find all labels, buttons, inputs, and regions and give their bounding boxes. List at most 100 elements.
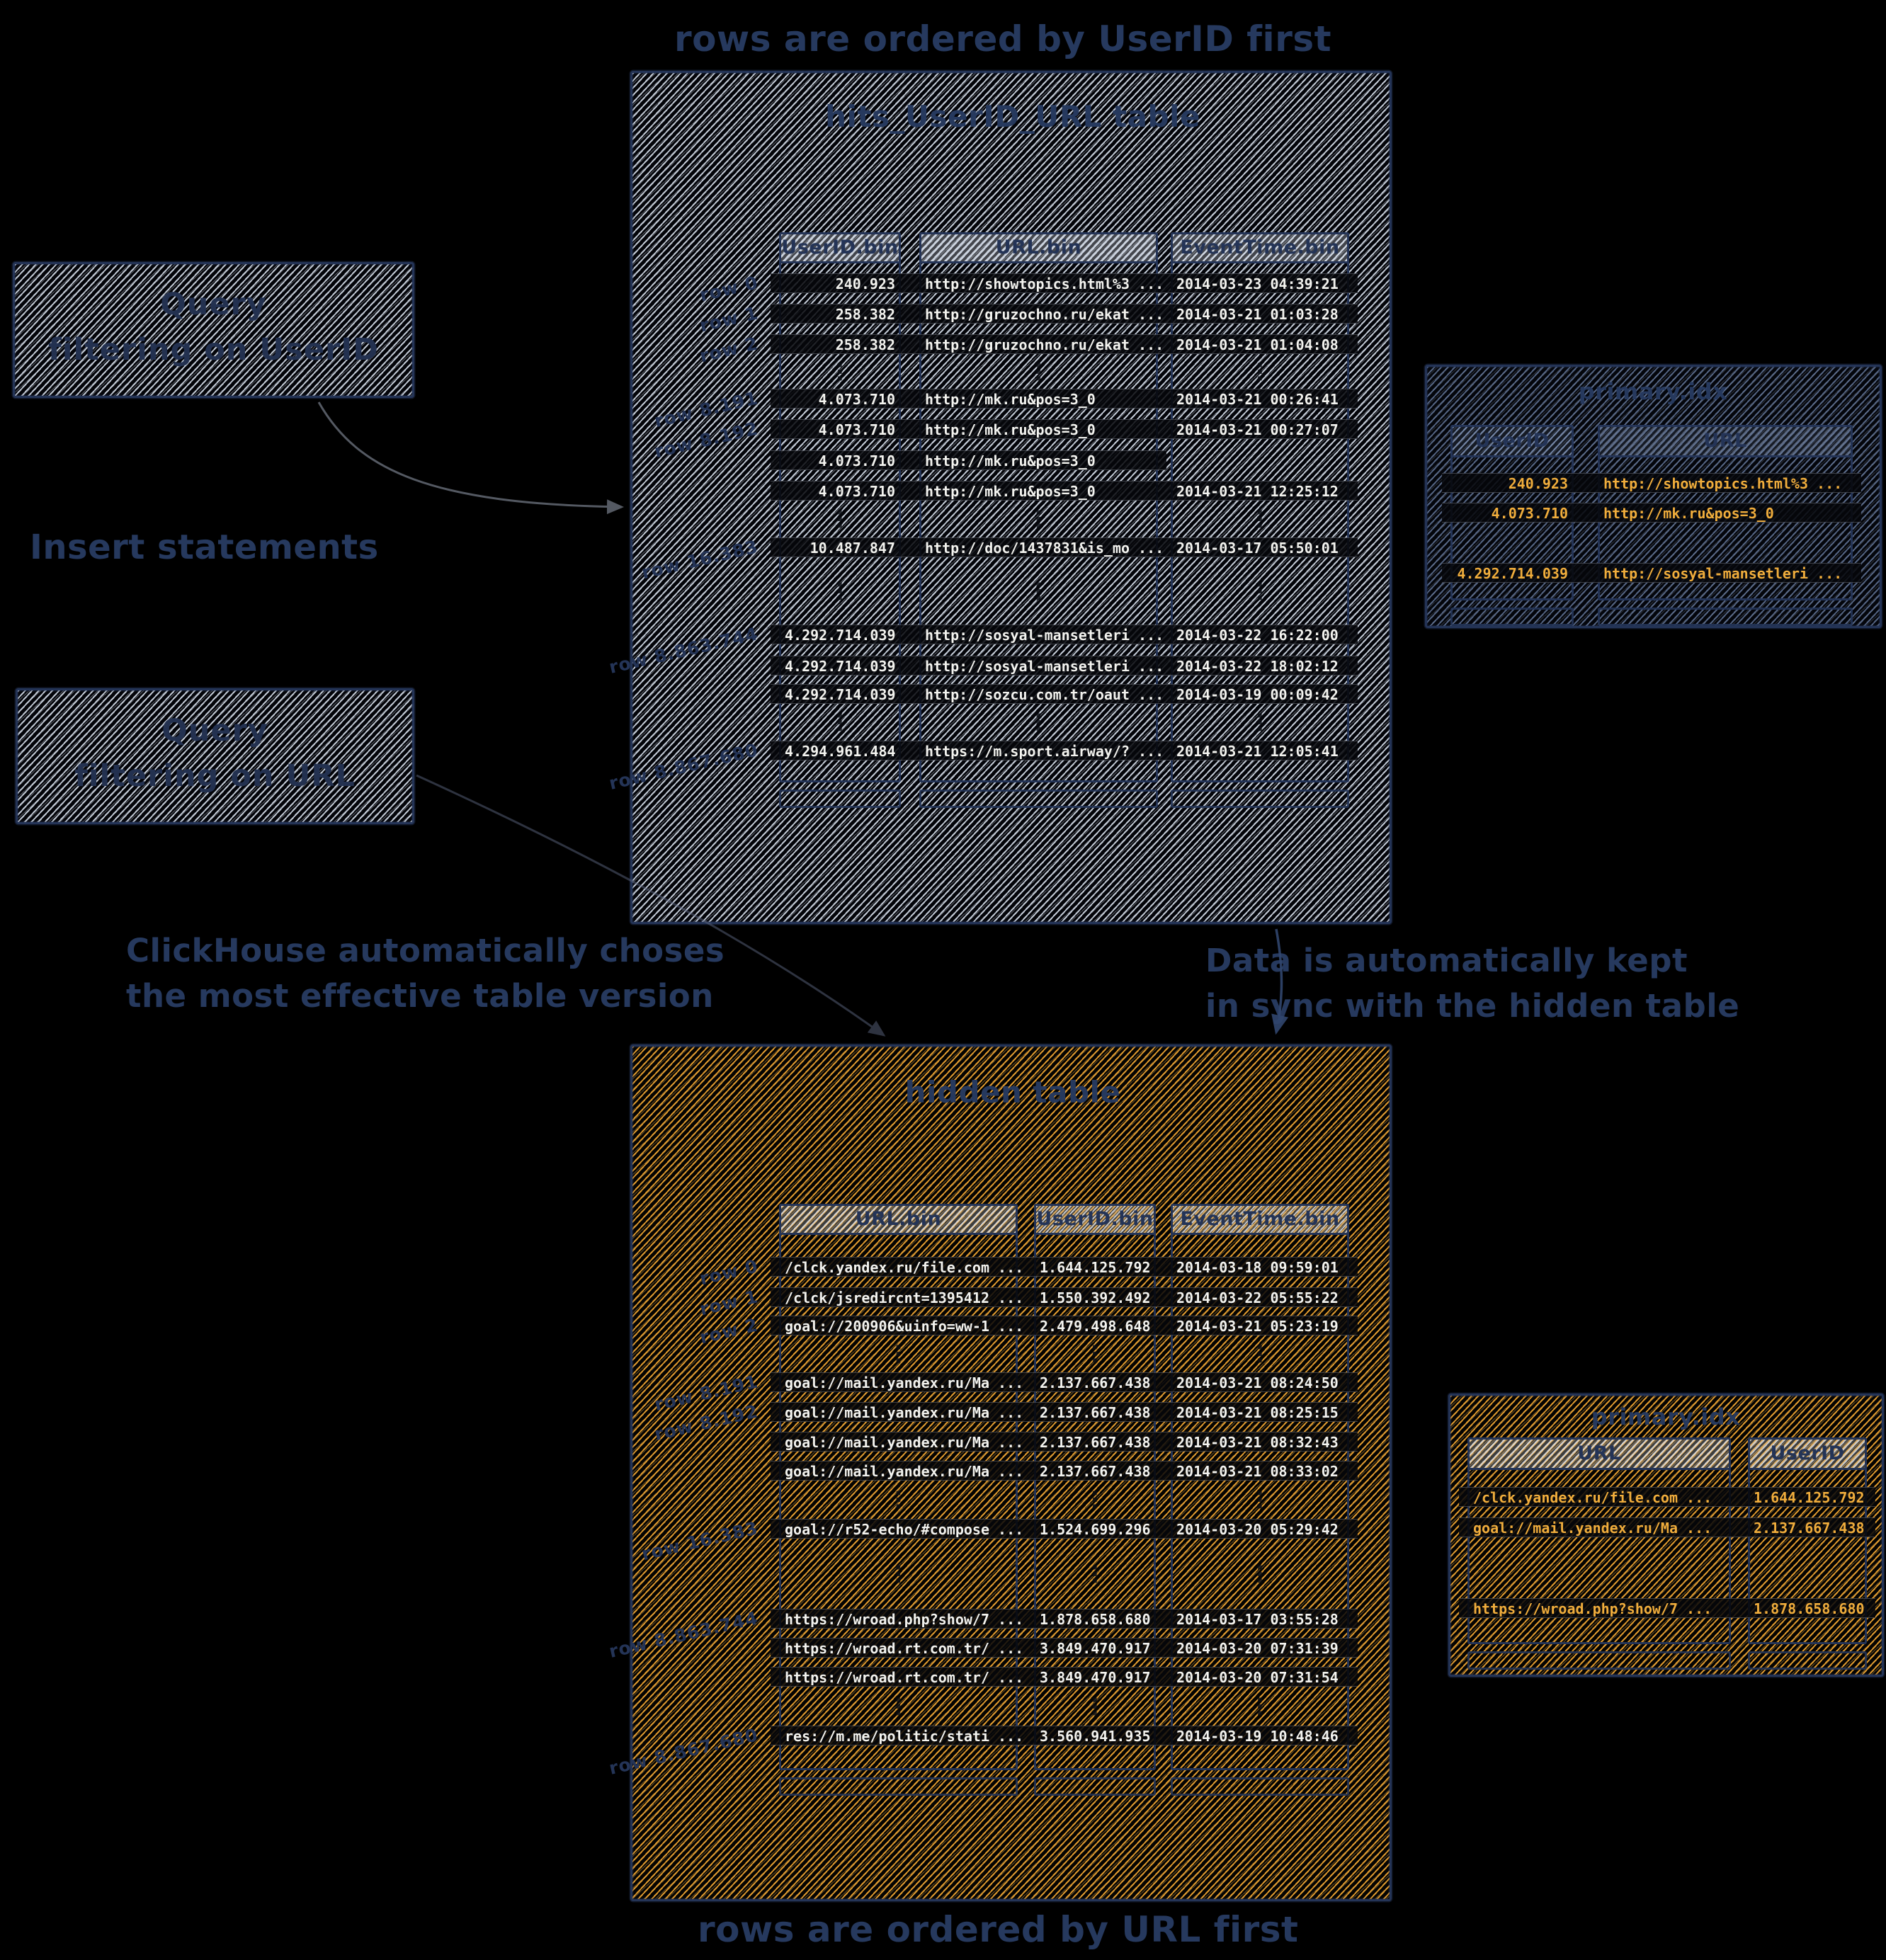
primary-index-userid bbox=[1425, 365, 1882, 628]
table-row bbox=[1459, 1598, 1875, 1618]
table-cell: 2.479.498.648 bbox=[1040, 1318, 1151, 1335]
ellipsis-dots: ⋮ bbox=[1027, 709, 1050, 736]
table-cell: 2014-03-23 04:39:21 bbox=[1176, 275, 1339, 292]
table-cell: 4.292.714.039 bbox=[785, 627, 896, 644]
ellipsis-dots: ⋮ bbox=[1027, 577, 1050, 605]
query-filtering-on-url-box: Query filtering on URL bbox=[16, 688, 414, 824]
ellipsis-dots: ⋮ bbox=[1249, 577, 1271, 605]
table-cell: 4.292.714.039 bbox=[785, 686, 896, 703]
primary-index-url-column-continuation bbox=[1748, 1651, 1867, 1670]
table-row bbox=[771, 1316, 1358, 1335]
ellipsis-dots: ⋮ bbox=[829, 709, 851, 736]
ellipsis-dots: ⋮ bbox=[1249, 358, 1271, 385]
query-filtering-on-userid-box: Query filtering on UserID bbox=[13, 262, 414, 398]
table-cell: 1.644.125.792 bbox=[1754, 1489, 1865, 1506]
table-cell: goal://mail.yandex.ru/Ma ... bbox=[785, 1404, 1024, 1421]
hits-userid-url-table-column-continuation bbox=[779, 790, 901, 808]
table-cell: 2.137.667.438 bbox=[1040, 1463, 1151, 1480]
primary-index-userid-column-header: UserID bbox=[1450, 425, 1574, 457]
table-row bbox=[771, 304, 1358, 324]
ellipsis-dots: ⋮ bbox=[829, 577, 851, 605]
table-cell: 2.137.667.438 bbox=[1754, 1520, 1865, 1537]
query-userid-line2: filtering on UserID bbox=[48, 332, 379, 368]
hits-userid-url-table-title: hits_UserID_URL table bbox=[825, 99, 1200, 134]
primary-index-userid-column-continuation bbox=[1598, 608, 1853, 626]
table-cell: 2014-03-21 12:05:41 bbox=[1176, 743, 1339, 760]
ellipsis-dots: ⋮ bbox=[1084, 1560, 1106, 1588]
table-row bbox=[1442, 563, 1861, 583]
table-row bbox=[771, 1609, 1358, 1629]
caption-kept-in-sync-line1: Data is automatically kept bbox=[1205, 942, 1688, 979]
table-cell: 240.923 bbox=[835, 275, 895, 292]
table-cell: /clck/jsredircnt=1395412 ... bbox=[785, 1289, 1024, 1306]
table-cell: 240.923 bbox=[1508, 475, 1568, 492]
table-row bbox=[771, 273, 1358, 293]
table-cell: https://wroad.php?show/7 ... bbox=[1473, 1600, 1712, 1617]
ellipsis-dots: ⋮ bbox=[887, 1560, 910, 1588]
primary-index-url-column-continuation bbox=[1467, 1651, 1731, 1670]
hits-userid-url-table-column-continuation bbox=[1171, 790, 1349, 808]
table-cell: 4.292.714.039 bbox=[785, 658, 896, 675]
table-cell: 2014-03-21 00:27:07 bbox=[1176, 421, 1339, 438]
table-cell: 4.294.961.484 bbox=[785, 743, 896, 760]
table-row bbox=[1442, 473, 1861, 493]
table-row bbox=[771, 1372, 1358, 1392]
table-cell: 258.382 bbox=[835, 306, 895, 323]
table-row bbox=[771, 419, 1358, 439]
table-cell: 4.073.710 bbox=[818, 452, 895, 469]
hidden-table-column-continuation bbox=[1171, 1777, 1349, 1796]
caption-effective-version-line2: the most effective table version bbox=[126, 977, 714, 1015]
table-cell: https://wroad.rt.com.tr/ ... bbox=[785, 1640, 1024, 1657]
hidden-table-column-header: EventTime.bin bbox=[1171, 1204, 1349, 1235]
table-cell: 2014-03-20 05:29:42 bbox=[1176, 1521, 1339, 1538]
insert-statements-label: Insert statements bbox=[30, 528, 379, 567]
table-row bbox=[771, 1432, 1358, 1452]
table-row bbox=[771, 1667, 1358, 1687]
table-row bbox=[771, 741, 1358, 760]
table-row bbox=[771, 1402, 1358, 1422]
table-row bbox=[771, 1519, 1358, 1539]
table-cell: 2014-03-17 05:50:01 bbox=[1176, 540, 1339, 557]
hidden-table-column-header: UserID.bin bbox=[1034, 1204, 1156, 1235]
ellipsis-dots: ⋮ bbox=[887, 1340, 910, 1367]
table-cell: /clck.yandex.ru/file.com ... bbox=[1473, 1489, 1712, 1506]
table-cell: 2014-03-21 08:25:15 bbox=[1176, 1404, 1339, 1421]
table-cell: 1.550.392.492 bbox=[1040, 1289, 1151, 1306]
table-row bbox=[1459, 1517, 1875, 1537]
primary-index-userid-column-continuation bbox=[1450, 608, 1574, 626]
table-cell: http://sozcu.com.tr/oaut ... bbox=[925, 686, 1164, 703]
caption-kept-in-sync-line2: in sync with the hidden table bbox=[1205, 987, 1740, 1025]
hits-userid-url-table-column-continuation bbox=[919, 790, 1158, 808]
table-cell: goal://mail.yandex.ru/Ma ... bbox=[785, 1374, 1024, 1391]
ellipsis-dots: ⋮ bbox=[1249, 1692, 1271, 1720]
table-cell: 2.137.667.438 bbox=[1040, 1434, 1151, 1451]
table-cell: http://showtopics.html%3 ... bbox=[925, 275, 1164, 292]
table-cell: 2.137.667.438 bbox=[1040, 1374, 1151, 1391]
table-cell: 2014-03-22 16:22:00 bbox=[1176, 627, 1339, 644]
table-cell: 1.878.658.680 bbox=[1040, 1611, 1151, 1628]
table-cell: 4.073.710 bbox=[1491, 505, 1568, 522]
ellipsis-dots: ⋮ bbox=[887, 1692, 910, 1720]
table-cell: 2014-03-19 10:48:46 bbox=[1176, 1728, 1339, 1745]
ellipsis-dots: ⋮ bbox=[887, 1486, 910, 1513]
table-row bbox=[771, 389, 1358, 409]
hidden-table-title: hidden table bbox=[904, 1075, 1121, 1110]
table-cell: goal://mail.yandex.ru/Ma ... bbox=[785, 1434, 1024, 1451]
query-userid-arrow bbox=[317, 401, 624, 515]
query-url-line1: Query bbox=[161, 713, 268, 748]
table-cell: http://mk.ru&pos=3_0 bbox=[925, 483, 1096, 500]
table-cell: 2014-03-18 09:59:01 bbox=[1176, 1259, 1339, 1276]
table-cell: http://showtopics.html%3 ... bbox=[1603, 475, 1843, 492]
table-cell: https://m.sport.airway/? ... bbox=[925, 743, 1164, 760]
table-cell: 2014-03-19 00:09:42 bbox=[1176, 686, 1339, 703]
table-cell: 2014-03-21 01:03:28 bbox=[1176, 306, 1339, 323]
table-row bbox=[771, 334, 1358, 354]
primary-index-userid-title: primary.idx bbox=[1578, 378, 1728, 405]
table-cell: 1.878.658.680 bbox=[1754, 1600, 1865, 1617]
table-cell: http://mk.ru&pos=3_0 bbox=[925, 421, 1096, 438]
table-row bbox=[771, 1287, 1358, 1307]
table-cell: http://sosyal-mansetleri ... bbox=[925, 658, 1164, 675]
table-cell: 2014-03-21 12:25:12 bbox=[1176, 483, 1339, 500]
primary-index-userid-column-header: URL bbox=[1598, 425, 1853, 457]
ellipsis-dots: ⋮ bbox=[1249, 709, 1271, 736]
